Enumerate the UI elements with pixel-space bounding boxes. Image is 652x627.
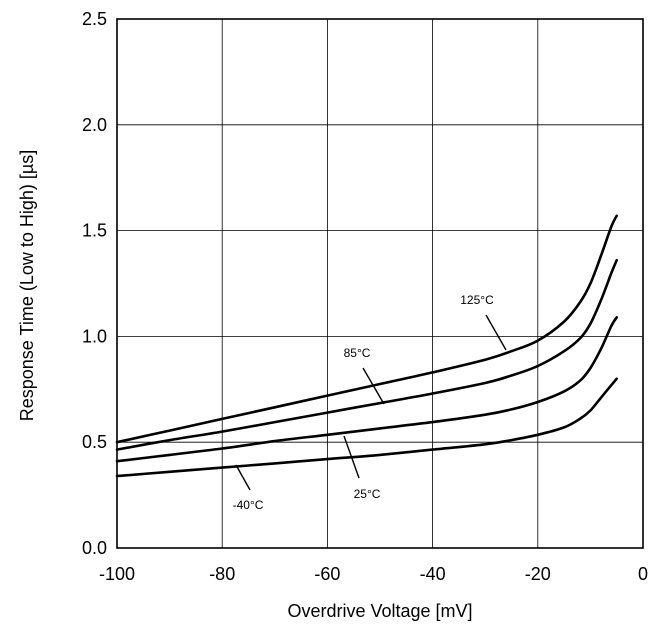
series-line-125c xyxy=(115,214,618,444)
y-axis-title: Response Time (Low to High) [µs] xyxy=(17,150,37,421)
series-line-minus-40c xyxy=(115,377,618,478)
series-line-85c xyxy=(115,258,618,451)
series-label-125c: 125°C xyxy=(460,293,494,307)
x-tick-label: -80 xyxy=(209,564,235,584)
y-tick-label: 2.5 xyxy=(82,9,107,29)
series-label-25c: 25°C xyxy=(354,487,381,501)
y-tick-label: 1.5 xyxy=(82,221,107,241)
series-line-25c xyxy=(115,316,618,463)
y-tick-label: 1.0 xyxy=(82,326,107,346)
x-tick-label: -20 xyxy=(525,564,551,584)
x-axis-title: Overdrive Voltage [mV] xyxy=(287,601,472,621)
leader-line-85c xyxy=(362,367,385,405)
leader-line-125c xyxy=(485,314,507,351)
x-tick-label: -40 xyxy=(420,564,446,584)
series-label-85c: 85°C xyxy=(344,346,371,360)
x-tick-label: -60 xyxy=(314,564,340,584)
leader-line-25c xyxy=(343,435,360,479)
label-layer: 125°C 85°C 25°C -40°C xyxy=(233,293,507,512)
curve-layer xyxy=(115,214,618,478)
y-tick-label: 2.0 xyxy=(82,115,107,135)
x-tick-label: 0 xyxy=(638,564,648,584)
grid-layer xyxy=(117,19,643,548)
leader-line-minus-40c xyxy=(235,464,251,491)
y-tick-label: 0.0 xyxy=(82,538,107,558)
plot-frame xyxy=(116,18,644,549)
y-tick-label: 0.5 xyxy=(82,432,107,452)
tick-layer: -100 -80 -60 -40 -20 0 0.0 0.5 1.0 1.5 2.0 2.5 xyxy=(82,9,648,584)
x-tick-label: -100 xyxy=(99,564,135,584)
series-label-minus-40c: -40°C xyxy=(233,498,264,512)
